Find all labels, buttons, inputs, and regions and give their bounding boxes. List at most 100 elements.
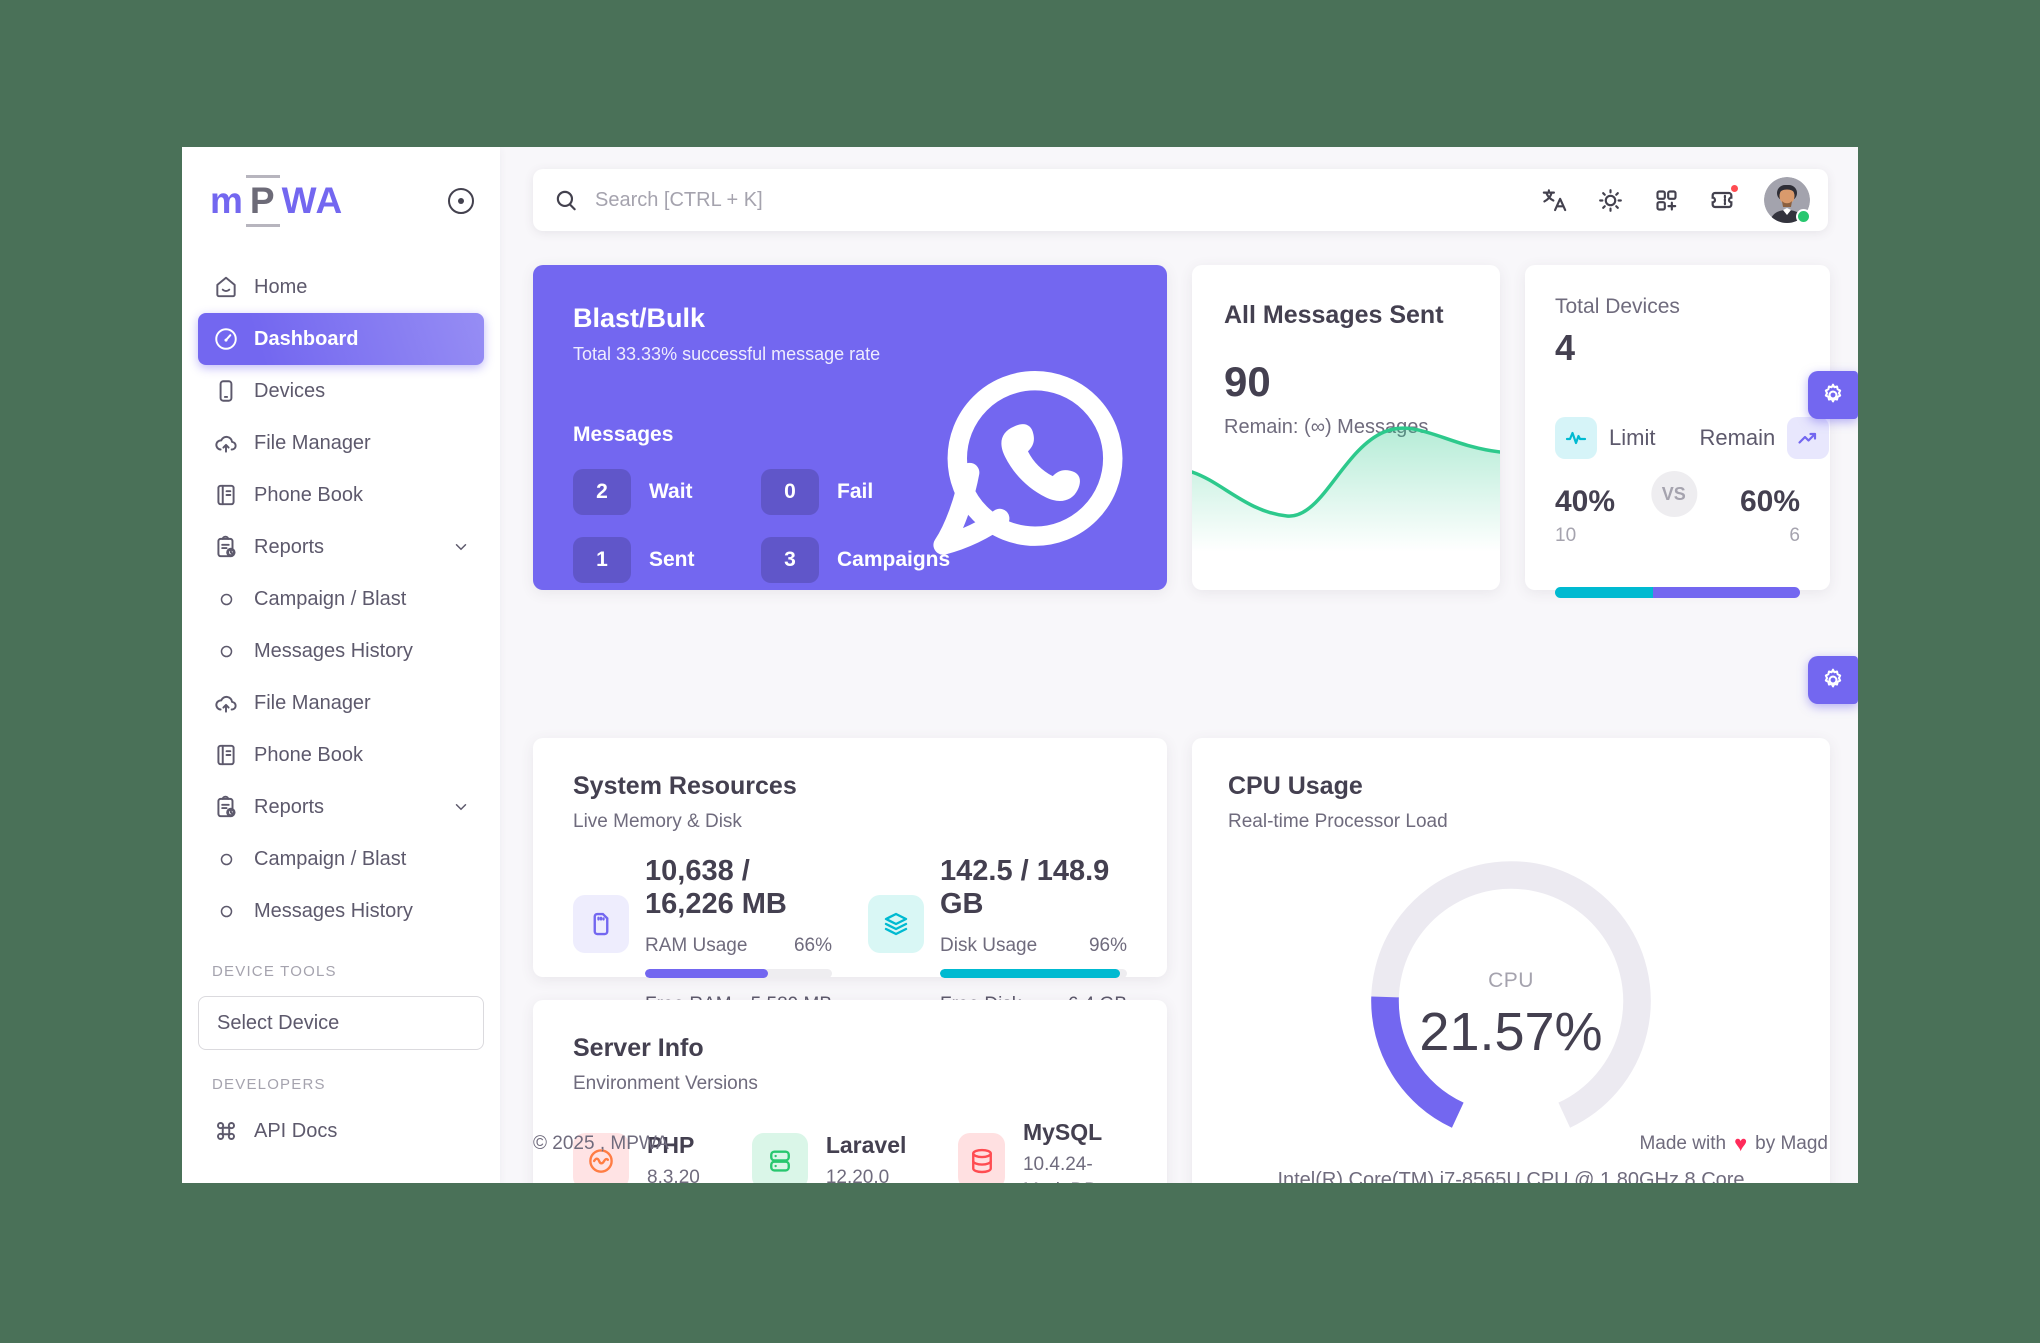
sidebar-item-file-manager[interactable]: File Manager	[198, 417, 484, 469]
translate-icon[interactable]	[1540, 186, 1568, 214]
disk-usage-percent: 96%	[1088, 935, 1127, 956]
mysql-name: MySQL	[1022, 1119, 1103, 1145]
stat-value-badge: 0	[761, 469, 819, 515]
sidebar-item-label: Phone Book	[254, 483, 363, 506]
limit-label: Limit	[1609, 425, 1656, 450]
sidebar-item-reports[interactable]: Reports	[198, 521, 484, 573]
developers-header: DEVELOPERS	[212, 1076, 326, 1093]
remain-progress-segment	[1653, 587, 1800, 598]
mysql-version: 10.4.24-MariaDB	[1022, 1154, 1097, 1183]
avatar[interactable]	[1764, 177, 1811, 224]
settings-gear-button-1[interactable]	[1808, 371, 1858, 419]
notification-dot	[1729, 183, 1740, 194]
limit-percent: 40%	[1555, 485, 1616, 518]
home-icon	[212, 273, 240, 301]
sidebar-collapse-toggle[interactable]	[448, 188, 474, 214]
stat-value-badge: 3	[761, 537, 819, 583]
cpu-gauge-label: CPU	[1488, 969, 1534, 992]
sidebar-item-phone-book-2[interactable]: Phone Book	[198, 729, 484, 781]
sidebar-item-label: Reports	[254, 795, 325, 818]
stat-label: Wait	[649, 480, 693, 503]
sidebar-item-messages-history-2[interactable]: Messages History	[198, 885, 484, 937]
cpu-gauge-percent: 21.57%	[1419, 1002, 1603, 1062]
main-content: Blast/Bulk Total 33.33% successful messa…	[500, 147, 1858, 1183]
cpu-usage-card: CPU Usage Real-time Processor Load CPU 2…	[1192, 738, 1830, 1183]
dashboard-icon	[212, 325, 240, 353]
sidebar-item-reports-2[interactable]: Reports	[198, 781, 484, 833]
reports-icon	[212, 533, 240, 561]
gear-icon	[1820, 382, 1846, 408]
select-device-label: Select Device	[217, 1011, 340, 1034]
shortcuts-grid-icon[interactable]	[1652, 186, 1680, 214]
app-window: m P WA Home Dashboard Devices File Manager	[182, 147, 1858, 1183]
php-item: PHP 8.3.20	[573, 1119, 700, 1183]
cpu-usage-title: CPU Usage	[1228, 772, 1363, 800]
blast-stat-fail: 0 Fail	[761, 469, 911, 515]
sidebar-item-api-docs[interactable]: API Docs	[198, 1105, 484, 1157]
limit-group: Limit	[1555, 417, 1655, 459]
brand-logo[interactable]: m P WA	[210, 175, 343, 227]
circle-icon	[212, 897, 240, 925]
disk-layers-icon	[868, 895, 924, 953]
stat-label: Campaigns	[837, 548, 951, 571]
total-devices-count: 4	[1555, 327, 1576, 368]
stat-label: Fail	[837, 480, 874, 503]
sidebar-item-home[interactable]: Home	[198, 261, 484, 313]
server-info-subtitle: Environment Versions	[573, 1073, 758, 1094]
phone-book-icon	[212, 741, 240, 769]
sidebar: m P WA Home Dashboard Devices File Manager	[182, 147, 500, 1183]
reports-icon	[212, 793, 240, 821]
blast-stat-campaigns: 3 Campaigns	[761, 537, 950, 583]
remain-group: Remain	[1699, 417, 1830, 459]
search-input[interactable]	[595, 188, 1540, 212]
trending-up-icon	[1787, 417, 1830, 459]
ram-usage-percent: 66%	[793, 935, 832, 956]
sidebar-item-messages-history[interactable]: Messages History	[198, 625, 484, 677]
laravel-icon	[751, 1133, 808, 1183]
stat-label: Sent	[649, 548, 695, 571]
server-info-card: Server Info Environment Versions PHP 8.3…	[533, 1000, 1167, 1183]
ticket-icon[interactable]	[1708, 183, 1740, 214]
sidebar-item-label: Devices	[254, 379, 326, 402]
sidebar-item-label: File Manager	[254, 691, 371, 714]
ram-usage-value: 10,638 / 16,226 MB	[645, 855, 787, 920]
select-device-dropdown[interactable]: Select Device	[198, 996, 484, 1050]
system-resources-subtitle: Live Memory & Disk	[573, 811, 742, 832]
sidebar-nav: Home Dashboard Devices File Manager Phon…	[182, 237, 500, 937]
footer: © 2025 , MPWA Made with ♥ by Magd	[533, 1133, 1828, 1155]
limit-progress-segment	[1555, 587, 1653, 598]
logo-part-p: P	[245, 175, 280, 227]
topbar	[533, 169, 1828, 231]
sidebar-item-campaign-blast-2[interactable]: Campaign / Blast	[198, 833, 484, 885]
all-messages-title: All Messages Sent	[1224, 301, 1444, 329]
footer-made-with: Made with	[1639, 1133, 1727, 1154]
whatsapp-icon	[924, 363, 1139, 573]
chevron-down-icon	[452, 538, 470, 556]
sidebar-item-dashboard[interactable]: Dashboard	[198, 313, 484, 365]
devices-progress-bar	[1555, 587, 1800, 598]
sidebar-item-label: Reports	[254, 535, 325, 558]
system-resources-card: System Resources Live Memory & Disk 10,6…	[533, 738, 1167, 1015]
chevron-down-icon	[452, 798, 470, 816]
cpu-usage-subtitle: Real-time Processor Load	[1228, 811, 1448, 832]
all-messages-count: 90	[1224, 358, 1271, 405]
sidebar-item-campaign-blast[interactable]: Campaign / Blast	[198, 573, 484, 625]
vs-badge: VS	[1650, 471, 1697, 517]
blast-title: Blast/Bulk	[573, 303, 706, 333]
sidebar-item-phone-book[interactable]: Phone Book	[198, 469, 484, 521]
disk-progress-track	[940, 969, 1127, 978]
sidebar-item-label: Campaign / Blast	[254, 587, 407, 610]
circle-icon	[212, 637, 240, 665]
sidebar-item-file-manager-2[interactable]: File Manager	[198, 677, 484, 729]
sidebar-item-devices[interactable]: Devices	[198, 365, 484, 417]
limit-value: 10	[1555, 525, 1577, 546]
system-resources-title: System Resources	[573, 772, 797, 800]
sidebar-item-label: Messages History	[254, 639, 413, 662]
sidebar-item-label: Dashboard	[254, 327, 359, 350]
sidebar-item-label: Campaign / Blast	[254, 847, 407, 870]
mysql-item: MySQL 10.4.24-MariaDB	[958, 1119, 1127, 1183]
settings-gear-button-2[interactable]	[1808, 656, 1858, 704]
ram-usage-label: RAM Usage	[645, 935, 748, 956]
theme-sun-icon[interactable]	[1596, 186, 1624, 214]
total-devices-title: Total Devices	[1555, 295, 1680, 318]
